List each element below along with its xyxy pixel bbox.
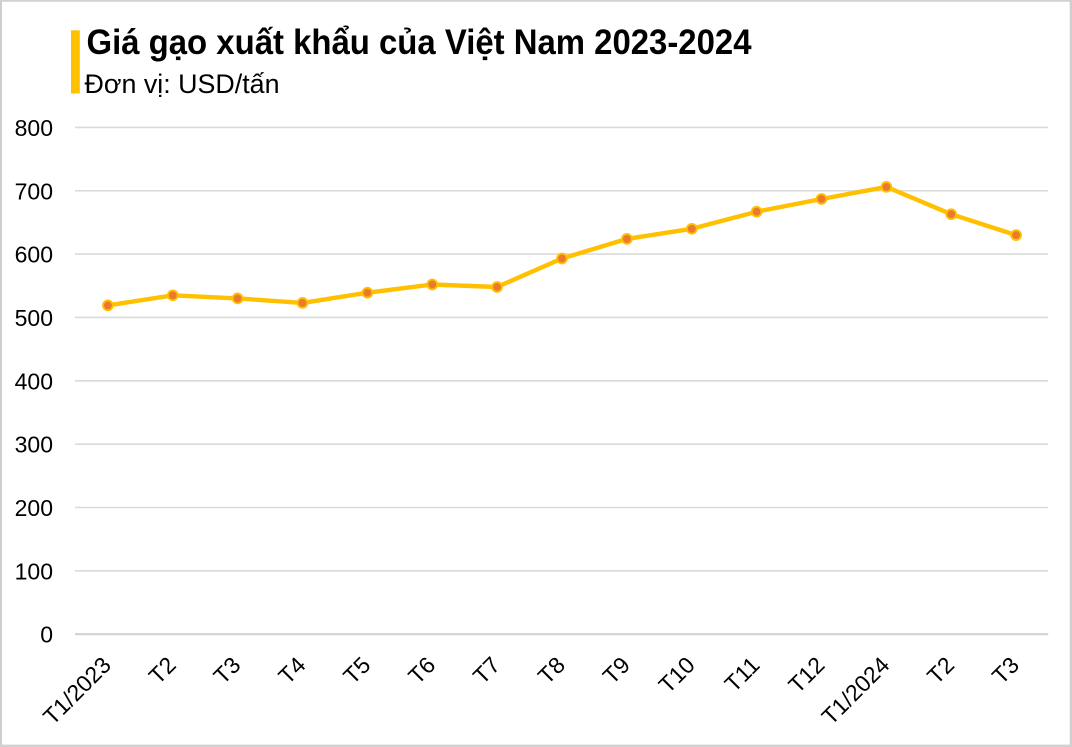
svg-text:Giá gạo xuất khẩu của Việt Nam: Giá gạo xuất khẩu của Việt Nam 2023-2024 xyxy=(87,23,753,62)
svg-text:200: 200 xyxy=(15,495,53,521)
svg-text:400: 400 xyxy=(15,368,53,394)
svg-text:0: 0 xyxy=(40,622,53,648)
svg-text:800: 800 xyxy=(15,115,53,141)
svg-text:700: 700 xyxy=(15,178,53,204)
svg-text:500: 500 xyxy=(15,305,53,331)
svg-text:Đơn vị: USD/tấn: Đơn vị: USD/tấn xyxy=(85,69,280,99)
svg-text:300: 300 xyxy=(15,432,53,458)
svg-text:100: 100 xyxy=(15,558,53,584)
svg-text:600: 600 xyxy=(15,242,53,268)
